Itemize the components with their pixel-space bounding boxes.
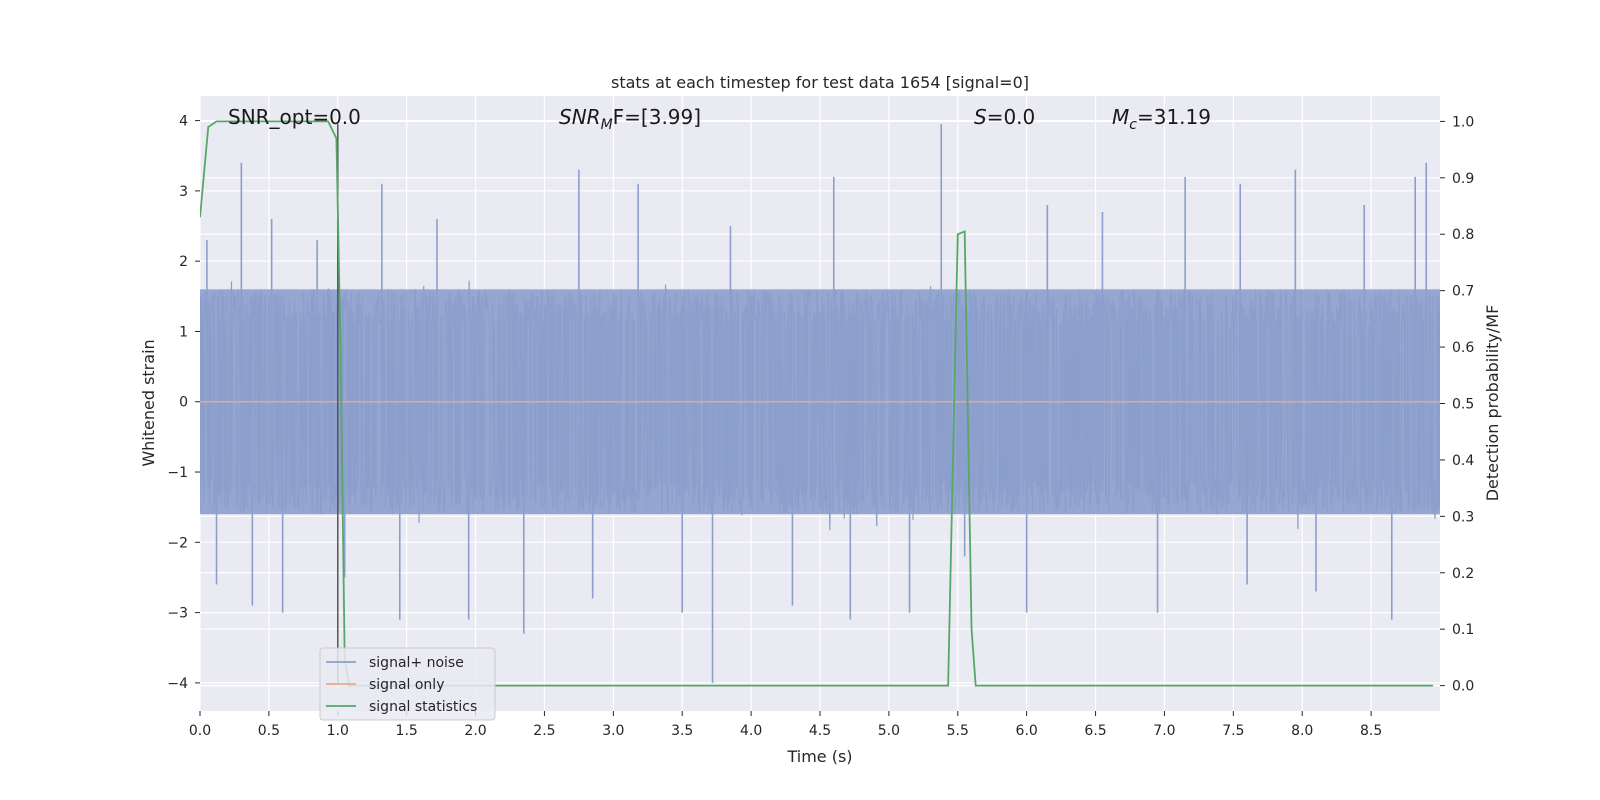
y-tick-label: −3 bbox=[167, 606, 188, 622]
y-tick-label: 4 bbox=[179, 114, 188, 130]
y-tick-label: 1 bbox=[179, 324, 188, 340]
x-tick-label: 0.5 bbox=[258, 723, 280, 739]
x-tick-label: 2.0 bbox=[464, 723, 486, 739]
series-signal-statistics bbox=[200, 120, 1434, 687]
y-tick-labels: 4 3 2 1 0 −1 −2 −3 −4 bbox=[167, 114, 200, 692]
y2-tick-label: 0.9 bbox=[1452, 171, 1474, 187]
y-tick-label: 2 bbox=[179, 254, 188, 270]
x-tick-label: 3.0 bbox=[602, 723, 624, 739]
x-tick-label: 1.5 bbox=[396, 723, 418, 739]
y-tick-label: −2 bbox=[167, 535, 188, 551]
legend-label-signal-only: signal only bbox=[369, 677, 444, 693]
x-tick-label: 2.5 bbox=[533, 723, 555, 739]
annotation-mc-sub: c bbox=[1129, 117, 1137, 133]
x-tick-label: 0.0 bbox=[189, 723, 211, 739]
legend-label-signal-statistics: signal statistics bbox=[369, 699, 477, 715]
y2-tick-label: 0.3 bbox=[1452, 509, 1474, 525]
annotation-s-italic: S bbox=[974, 105, 987, 129]
x-axis-label: Time (s) bbox=[786, 747, 852, 766]
y2-tick-labels: 1.0 0.9 0.8 0.7 0.6 0.5 0.4 0.3 0.2 0.1 0.0 bbox=[1440, 114, 1474, 695]
y-tick-label: 3 bbox=[179, 184, 188, 200]
y2-tick-label: 0.0 bbox=[1452, 679, 1474, 695]
y-tick-label: −1 bbox=[167, 465, 188, 481]
x-tick-label: 1.0 bbox=[327, 723, 349, 739]
y2-axis-label: Detection probability/MF bbox=[1483, 305, 1502, 502]
annotation-s-rest: =0.0 bbox=[987, 105, 1036, 129]
y2-tick-label: 0.7 bbox=[1452, 284, 1474, 300]
legend-box bbox=[319, 647, 496, 721]
x-tick-label: 6.5 bbox=[1084, 723, 1106, 739]
x-tick-label: 7.5 bbox=[1222, 723, 1244, 739]
x-tick-label: 4.0 bbox=[740, 723, 762, 739]
y2-tick-label: 0.5 bbox=[1452, 397, 1474, 413]
annotation-snr-mf: SNRMF=[3.99] bbox=[559, 105, 701, 133]
y2-tick-label: 0.2 bbox=[1452, 566, 1474, 582]
annotation-s: S=0.0 bbox=[974, 105, 1035, 129]
annotation-snr-mf-main: SNR bbox=[559, 105, 601, 129]
y2-tick-label: 0.1 bbox=[1452, 622, 1474, 638]
legend: signal+ noise signal only signal statist… bbox=[319, 647, 496, 721]
annotation-snr-opt: SNR_opt=0.0 bbox=[228, 105, 361, 129]
annotation-mc: Mc=31.19 bbox=[1112, 105, 1211, 133]
y-tick-label: −4 bbox=[167, 676, 188, 692]
x-tick-label: 3.5 bbox=[671, 723, 693, 739]
x-tick-label: 5.5 bbox=[947, 723, 969, 739]
x-tick-label: 8.0 bbox=[1291, 723, 1313, 739]
y2-tick-label: 0.4 bbox=[1452, 453, 1474, 469]
y2-tick-label: 1.0 bbox=[1452, 114, 1474, 130]
annotation-snr-mf-rest: F=[3.99] bbox=[613, 105, 701, 129]
x-tick-label: 6.0 bbox=[1016, 723, 1038, 739]
y2-tick-label: 0.6 bbox=[1452, 340, 1474, 356]
annotation-mc-rest: =31.19 bbox=[1137, 105, 1211, 129]
annotation-mc-main: M bbox=[1112, 105, 1129, 129]
x-tick-label: 5.0 bbox=[878, 723, 900, 739]
annotation-snr-mf-sub: M bbox=[601, 117, 613, 133]
x-tick-label: 7.0 bbox=[1153, 723, 1175, 739]
y-axis-label: Whitened strain bbox=[139, 339, 158, 466]
legend-label-signal-noise: signal+ noise bbox=[369, 655, 464, 671]
series-signal-noise bbox=[200, 280, 1440, 531]
chart-title: stats at each timestep for test data 165… bbox=[611, 73, 1029, 92]
x-tick-label: 8.5 bbox=[1360, 723, 1382, 739]
y-tick-label: 0 bbox=[179, 395, 188, 411]
x-tick-label: 4.5 bbox=[809, 723, 831, 739]
x-tick-labels: 0.0 0.5 1.0 1.5 2.0 2.5 3.0 3.5 4.0 4.5 5.0 5.5 6.0 6… bbox=[189, 711, 1382, 739]
y2-tick-label: 0.8 bbox=[1452, 227, 1474, 243]
